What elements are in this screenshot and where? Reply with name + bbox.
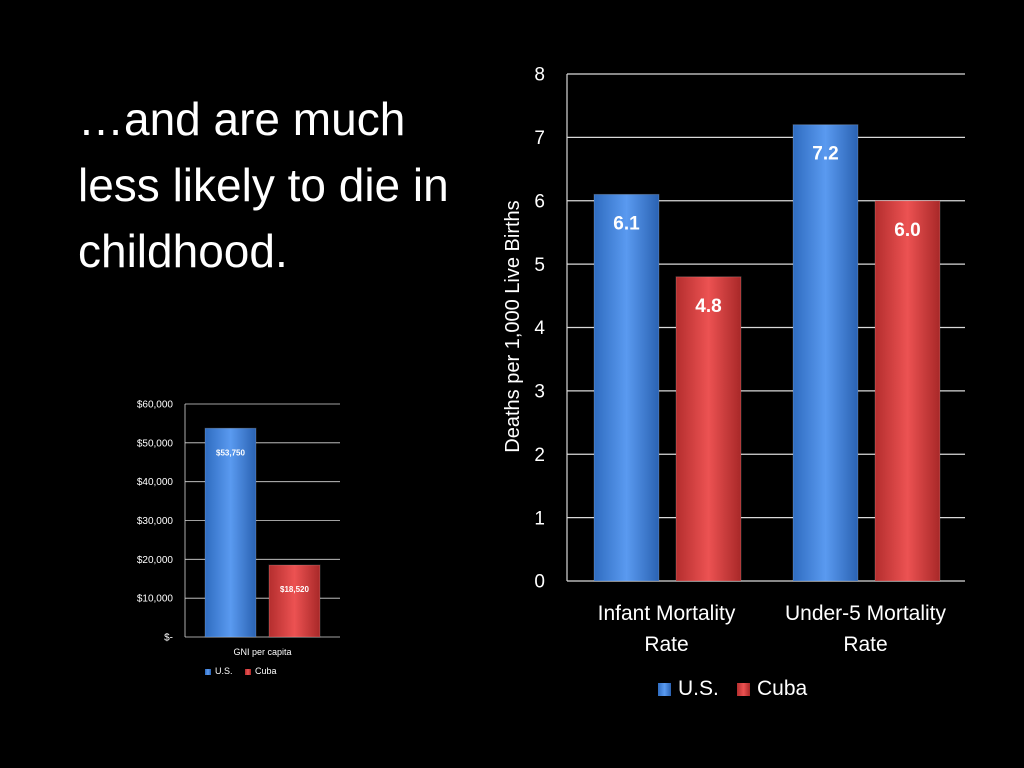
- legend-label-u-s: U.S.: [678, 677, 719, 700]
- legend-label-cuba: Cuba: [255, 666, 277, 676]
- data-label-cuba-0: 4.8: [695, 296, 721, 317]
- y-tick-label-5: 5: [534, 255, 545, 276]
- bar-u-s-0: [593, 193, 660, 582]
- legend-swatch-u-s: [205, 669, 211, 675]
- y-tick-label-0: 0: [534, 572, 545, 593]
- legend-label-cuba: Cuba: [757, 677, 808, 700]
- data-label-u-s-0: $53,750: [216, 448, 245, 457]
- slide-title: …and are much less likely to die in chil…: [78, 93, 449, 277]
- data-label-u-s-0: 6.1: [613, 213, 640, 234]
- legend-swatch-u-s: [658, 683, 671, 696]
- y-tick-label-1: 1: [534, 508, 545, 529]
- bar-cuba-0: [675, 276, 742, 582]
- y-tick-label-4: 4: [534, 318, 545, 339]
- bar-u-s-0: [204, 427, 257, 638]
- category-label-0-0: Infant Mortality: [598, 602, 736, 625]
- data-label-cuba-1: 6.0: [894, 220, 920, 241]
- y-tick-label-20-000: $20,000: [137, 555, 174, 566]
- y-tick-label-50-000: $50,000: [137, 438, 174, 449]
- y-tick-label-7: 7: [534, 128, 545, 149]
- y-tick-label-10-000: $10,000: [137, 594, 174, 605]
- category-label-0-0: GNI per capita: [233, 647, 291, 657]
- legend-label-u-s: U.S.: [215, 666, 233, 676]
- category-label-1-1: Rate: [843, 633, 887, 656]
- category-label-1-0: Under-5 Mortality: [785, 602, 947, 625]
- y-tick-label-3: 3: [534, 382, 545, 403]
- y-tick-label-2: 2: [534, 445, 545, 466]
- y-tick-label-6: 6: [534, 191, 545, 212]
- bar-cuba-0: [268, 564, 321, 638]
- y-tick-label-40-000: $40,000: [137, 477, 174, 488]
- y-axis-title: Deaths per 1,000 Live Births: [502, 200, 524, 452]
- legend-swatch-cuba: [245, 669, 251, 675]
- category-label-0-1: Rate: [644, 633, 688, 656]
- legend-swatch-cuba: [737, 683, 750, 696]
- data-label-u-s-1: 7.2: [812, 144, 838, 165]
- y-tick-label-: $-: [164, 633, 173, 644]
- y-tick-label-30-000: $30,000: [137, 516, 174, 527]
- bar-cuba-1: [874, 200, 941, 582]
- y-tick-label-60-000: $60,000: [137, 400, 174, 411]
- gni-chart: $- $10,000 $20,000 $30,000 $40,000 $50,000 $60…: [137, 400, 340, 676]
- y-tick-label-8: 8: [534, 65, 545, 86]
- mortality-chart: 0 1 2 3 4 5 6 7 8 6.1 7.2 4.8 6.0 Infant Mortality Rat…: [502, 65, 965, 700]
- bar-u-s-1: [792, 124, 859, 582]
- data-label-cuba-0: $18,520: [280, 585, 309, 594]
